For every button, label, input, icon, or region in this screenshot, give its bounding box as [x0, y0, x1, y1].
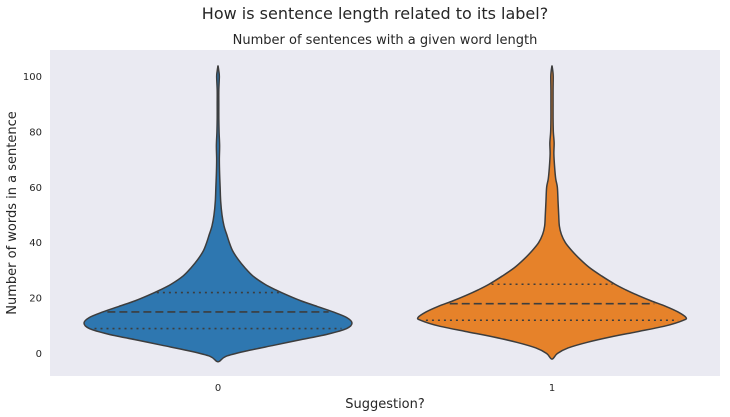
chart-suptitle: How is sentence length related to its la… — [202, 4, 548, 23]
y-tick-label: 40 — [29, 238, 42, 249]
x-tick-label: 1 — [549, 383, 555, 394]
y-axis-ticks: 0 20 40 60 80 100 — [23, 72, 42, 360]
violin-body — [83, 65, 353, 363]
chart-title: Number of sentences with a given word le… — [233, 33, 538, 48]
y-tick-label: 60 — [29, 183, 42, 194]
y-axis-label: Number of words in a sentence — [5, 111, 20, 314]
x-axis-label: Suggestion? — [345, 397, 425, 412]
y-tick-label: 100 — [23, 72, 42, 83]
y-tick-label: 0 — [36, 349, 42, 360]
y-tick-label: 20 — [29, 294, 42, 305]
violins — [83, 65, 688, 363]
x-tick-label: 0 — [215, 383, 221, 394]
violin-body — [416, 65, 688, 360]
y-tick-label: 80 — [29, 127, 42, 138]
